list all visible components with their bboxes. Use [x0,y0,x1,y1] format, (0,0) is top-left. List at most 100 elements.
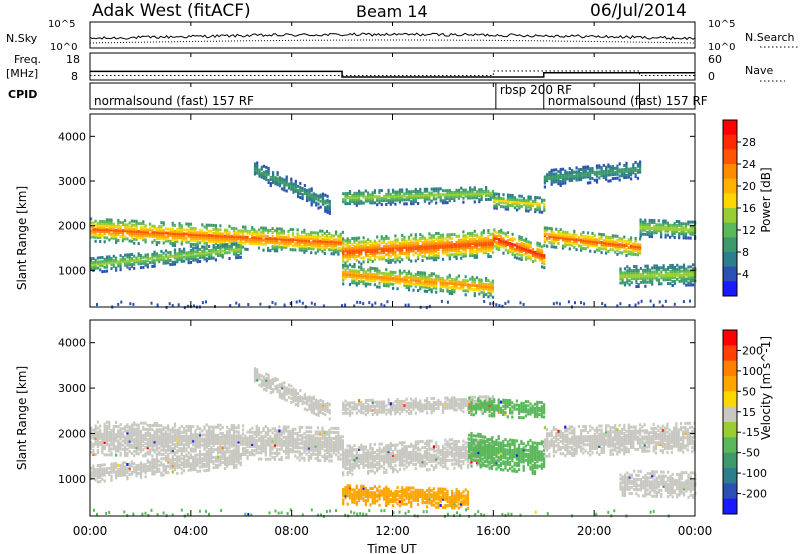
heatmap-cell [394,246,397,250]
heatmap-cell [561,246,565,250]
heatmap-cell [167,255,170,259]
heatmap-cell [469,248,472,252]
heatmap-cell [192,441,195,445]
heatmap-cell [625,175,628,179]
heatmap-cell [410,190,413,194]
heatmap-cell [423,246,426,250]
heatmap-cell [128,255,131,259]
cpid-segment-label: normalsound (fast) 157 RF [94,94,254,108]
heatmap-cell [511,232,514,236]
heatmap-cell [139,266,143,270]
heatmap-cell [196,445,199,449]
heatmap-cell [228,446,231,450]
heatmap-cell [591,237,594,241]
heatmap-cell [94,235,97,239]
heatmap-cell [260,443,263,447]
heatmap-cell [314,239,317,243]
heatmap-cell [262,427,265,430]
heatmap-cell [335,238,338,242]
heatmap-cell [605,247,608,251]
heatmap-cell [662,276,665,280]
heatmap-cell [669,270,672,273]
heatmap-cell [489,281,492,285]
heatmap-cell [552,178,555,182]
heatmap-cell [130,225,133,229]
heatmap-cell [480,249,483,253]
heatmap-cell [246,442,249,446]
heatmap-cell [441,251,445,255]
heatmap-cell [158,227,161,231]
heatmap-cell [276,173,279,177]
heatmap-cell [491,295,494,299]
heatmap-cell [609,173,612,177]
heatmap-cell [117,260,120,264]
heatmap-cell [673,236,676,239]
heatmap-cell [94,229,97,233]
heatmap-cell [559,176,562,179]
heatmap-cell [251,436,254,440]
heatmap-cell [307,239,310,243]
heatmap-cell [392,248,395,252]
heatmap-cell [262,449,265,453]
heatmap-cell [632,171,635,175]
heatmap-cell [155,258,158,262]
heatmap-cell [559,236,562,240]
heatmap-cell [219,234,222,238]
heatmap-cell [497,202,501,206]
heatmap-cell [469,285,472,289]
heatmap-cell [371,279,374,282]
heatmap-cell [401,196,404,200]
heatmap-cell [272,171,275,175]
heatmap-cell [273,237,276,241]
heatmap-cell [328,203,331,207]
heatmap-cell [460,186,463,190]
heatmap-cell [235,434,238,438]
heatmap-cell [444,189,447,193]
heatmap-cell [96,223,99,227]
heatmap-cell [248,242,251,245]
heatmap-cell [278,178,281,182]
heatmap-cell [339,236,342,240]
heatmap-cell [92,434,95,438]
heatmap-cell [133,241,136,245]
heatmap-cell [412,190,415,194]
heatmap-cell [493,198,496,202]
heatmap-cell [185,443,188,447]
heatmap-cell [487,245,490,248]
heatmap-cell [337,240,340,244]
heatmap-cell [636,162,639,166]
heatmap-cell [253,449,256,453]
heatmap-cell [367,282,370,286]
heatmap-cell [242,428,245,432]
heatmap-cell [607,179,610,183]
heatmap-cell [296,228,299,232]
heatmap-cell [162,255,165,259]
heatmap-cell [208,237,211,241]
heatmap-cell [669,225,672,229]
heatmap-cell [103,424,106,428]
heatmap-cell [473,186,476,190]
heatmap-cell [180,449,183,453]
heatmap-cell [500,201,503,205]
heatmap-cell [285,235,288,239]
heatmap-cell [564,179,567,183]
heatmap-cell [291,238,295,242]
heatmap-cell [99,434,102,438]
heatmap-cell [117,425,120,429]
heatmap-cell [642,276,645,280]
heatmap-cell [237,434,240,438]
heatmap-cell [317,196,320,200]
heatmap-cell [348,263,352,267]
heatmap-cell [90,217,93,221]
heatmap-cell [189,427,192,430]
heatmap-cell [582,171,585,175]
heatmap-cell [655,227,658,231]
heatmap-cell [167,438,170,442]
heatmap-cell [405,278,408,281]
heatmap-cell [653,272,656,276]
heatmap-cell [192,258,195,262]
heatmap-cell [669,264,672,267]
heatmap-cell [239,255,242,259]
heatmap-cell [618,239,621,243]
heatmap-cell [451,280,454,283]
